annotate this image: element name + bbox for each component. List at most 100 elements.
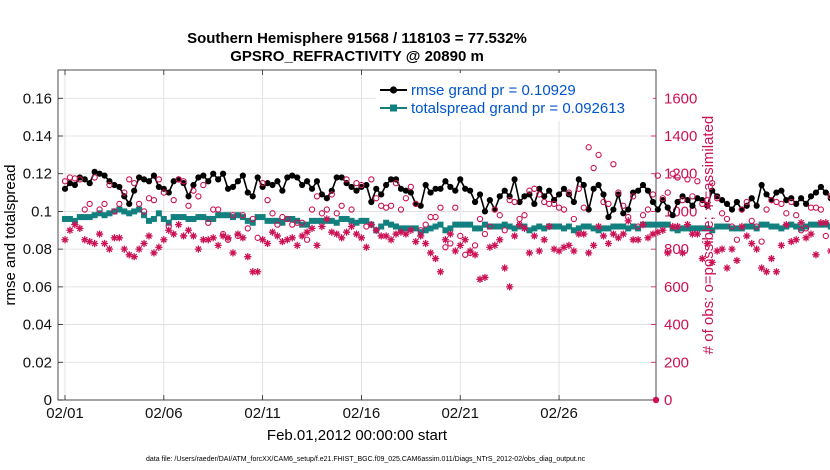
y-tick-label-right: 1400 bbox=[664, 128, 697, 145]
data-point bbox=[357, 234, 366, 242]
data-point bbox=[323, 206, 330, 213]
data-point bbox=[664, 204, 671, 211]
data-point bbox=[644, 187, 652, 194]
data-point bbox=[452, 221, 459, 228]
data-point bbox=[368, 198, 375, 206]
data-point bbox=[263, 239, 272, 248]
data-point bbox=[338, 174, 345, 181]
data-point bbox=[377, 232, 385, 240]
data-point bbox=[718, 245, 726, 253]
data-point bbox=[397, 185, 405, 192]
data-point bbox=[457, 232, 464, 240]
data-point bbox=[76, 176, 83, 183]
data-point bbox=[121, 189, 128, 196]
data-point bbox=[748, 217, 755, 225]
y-tick-label-left: 0.14 bbox=[23, 128, 52, 145]
data-point bbox=[620, 202, 627, 209]
data-point bbox=[190, 187, 197, 194]
data-point bbox=[86, 238, 94, 246]
data-point bbox=[61, 185, 69, 192]
data-point bbox=[343, 228, 351, 236]
data-point bbox=[545, 222, 553, 231]
data-point bbox=[501, 264, 509, 272]
data-point bbox=[116, 206, 123, 213]
data-point bbox=[763, 206, 770, 213]
data-point bbox=[343, 176, 350, 183]
data-point bbox=[234, 178, 242, 185]
data-point bbox=[269, 217, 276, 224]
data-point bbox=[551, 223, 558, 230]
data-point bbox=[580, 181, 587, 189]
data-point bbox=[437, 221, 444, 228]
data-point bbox=[383, 181, 390, 189]
data-point bbox=[684, 225, 691, 232]
data-point bbox=[358, 181, 365, 189]
data-point bbox=[318, 210, 326, 217]
data-point bbox=[728, 223, 736, 230]
data-point bbox=[625, 225, 632, 232]
data-point bbox=[136, 174, 143, 181]
data-point bbox=[308, 224, 316, 232]
data-point bbox=[352, 230, 361, 238]
data-point bbox=[758, 181, 765, 189]
series-2 bbox=[61, 144, 830, 258]
data-point bbox=[239, 172, 246, 179]
data-point bbox=[254, 174, 261, 181]
data-point bbox=[294, 174, 301, 181]
data-point bbox=[556, 223, 563, 230]
data-point bbox=[244, 225, 251, 232]
y-tick-label-left: 0 bbox=[44, 392, 52, 409]
data-point bbox=[684, 197, 691, 204]
data-point bbox=[521, 212, 528, 219]
data-point bbox=[141, 212, 148, 219]
data-point bbox=[180, 180, 187, 187]
data-point bbox=[792, 236, 800, 244]
data-point bbox=[304, 221, 311, 228]
data-point bbox=[649, 230, 657, 238]
data-point bbox=[496, 212, 503, 219]
data-point bbox=[605, 200, 612, 208]
data-point bbox=[323, 215, 331, 223]
data-point bbox=[105, 245, 114, 253]
data-point bbox=[264, 217, 271, 224]
data-point bbox=[378, 191, 385, 198]
data-point bbox=[387, 176, 395, 183]
data-point bbox=[249, 193, 256, 200]
legend-marker-rmse bbox=[389, 86, 398, 94]
data-point bbox=[615, 223, 622, 230]
data-point bbox=[649, 221, 656, 228]
data-point bbox=[244, 217, 251, 224]
data-point bbox=[254, 214, 261, 221]
data-point bbox=[353, 187, 360, 194]
data-point bbox=[284, 215, 291, 222]
data-point bbox=[580, 204, 587, 211]
data-point bbox=[86, 180, 93, 187]
data-point bbox=[125, 251, 133, 259]
data-point bbox=[412, 225, 419, 232]
data-point bbox=[185, 202, 192, 209]
legend-box bbox=[376, 73, 653, 121]
data-point bbox=[145, 217, 152, 224]
data-point bbox=[215, 212, 222, 219]
data-point bbox=[778, 225, 785, 232]
data-point bbox=[694, 225, 701, 232]
data-point bbox=[620, 210, 627, 217]
data-point bbox=[111, 208, 118, 215]
data-point bbox=[451, 247, 459, 255]
data-point bbox=[812, 189, 820, 196]
data-point bbox=[205, 178, 212, 185]
data-point bbox=[313, 193, 321, 200]
data-point bbox=[195, 174, 202, 181]
data-point bbox=[565, 241, 573, 249]
data-point bbox=[76, 224, 84, 232]
data-point bbox=[526, 227, 533, 234]
data-point bbox=[66, 226, 74, 234]
data-point bbox=[472, 225, 479, 232]
data-point bbox=[150, 196, 158, 204]
data-point bbox=[496, 236, 504, 244]
y-tick-label-left: 0.16 bbox=[23, 90, 52, 107]
legend-label-rmse: rmse grand pr = 0.10929 bbox=[411, 82, 576, 99]
data-point bbox=[313, 241, 321, 249]
data-point bbox=[506, 223, 513, 230]
